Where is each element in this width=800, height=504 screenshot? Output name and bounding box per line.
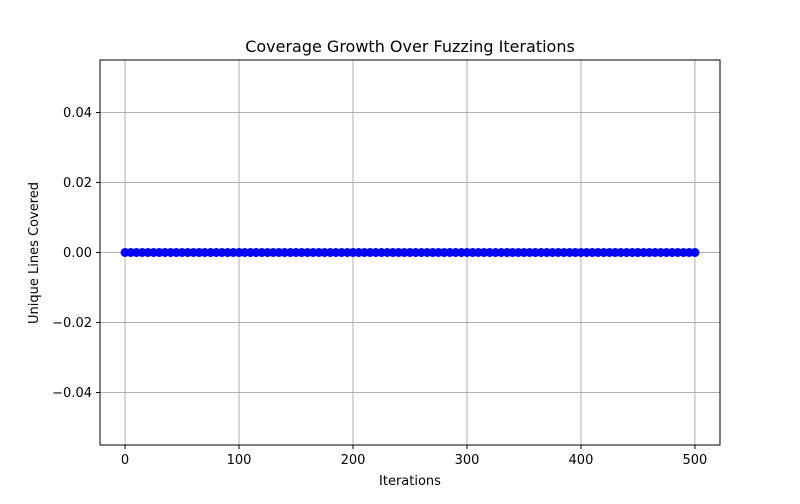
series-coverage	[120, 248, 700, 257]
y-tick-label: 0.02	[63, 176, 92, 191]
x-tick-label: 500	[683, 453, 708, 468]
y-tick-label: −0.04	[52, 386, 92, 401]
y-tick-label: −0.02	[52, 316, 92, 331]
y-tick-label: 0.04	[63, 106, 92, 121]
x-tick-label: 0	[121, 453, 129, 468]
y-tick-label: 0.00	[63, 246, 92, 261]
x-tick-label: 300	[455, 453, 480, 468]
x-tick-label: 200	[341, 453, 366, 468]
y-axis-ticks: −0.04 −0.02 0.00 0.02 0.04	[52, 106, 100, 401]
data-point	[690, 248, 700, 257]
x-tick-label: 100	[227, 453, 252, 468]
x-axis-label: Iterations	[379, 474, 441, 489]
x-tick-label: 400	[569, 453, 594, 468]
chart-title: Coverage Growth Over Fuzzing Iterations	[245, 37, 575, 56]
x-axis-ticks: 0 100 200 300 400 500	[121, 445, 707, 468]
y-axis-label: Unique Lines Covered	[27, 182, 42, 324]
